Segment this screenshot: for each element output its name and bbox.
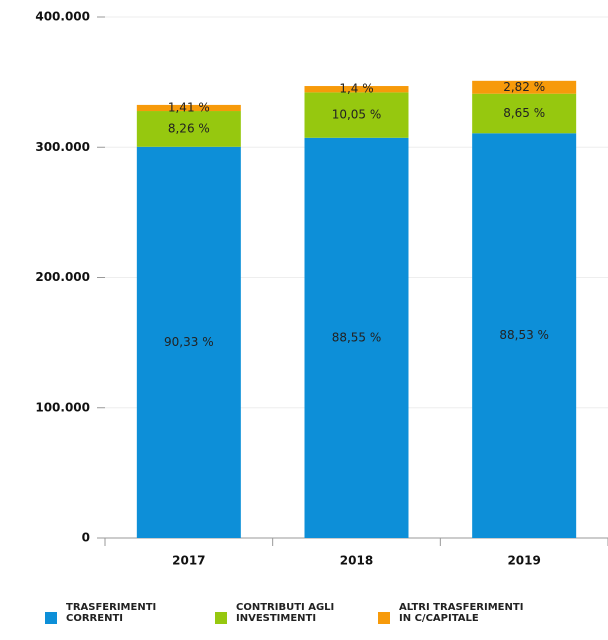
data-label: 10,05 % xyxy=(332,108,382,122)
legend: TRASFERIMENTI CORRENTI CONTRIBUTI AGLI IN… xyxy=(0,602,608,640)
legend-item[interactable]: CONTRIBUTI AGLI INVESTIMENTI xyxy=(215,602,366,624)
legend-label: TRASFERIMENTI CORRENTI xyxy=(66,602,157,624)
y-tick-label: 100.000 xyxy=(35,400,90,414)
y-tick-label: 400.000 xyxy=(35,10,90,24)
bar-segment xyxy=(136,104,241,112)
legend-label: ALTRI TRASFERIMENTI IN C/CAPITALE xyxy=(399,602,524,624)
data-label: 1,4 % xyxy=(339,82,373,96)
legend-item[interactable]: ALTRI TRASFERIMENTI IN C/CAPITALE xyxy=(378,602,529,624)
bar-segment xyxy=(304,92,409,138)
bar-segment xyxy=(472,80,577,94)
x-tick-label: 2019 xyxy=(507,554,540,568)
legend-label: CONTRIBUTI AGLI INVESTIMENTI xyxy=(236,602,335,624)
bar-segment xyxy=(304,137,409,538)
legend-swatch xyxy=(215,612,227,624)
x-tick-label: 2018 xyxy=(340,554,373,568)
y-tick-label: 300.000 xyxy=(35,140,90,154)
data-label: 8,26 % xyxy=(168,121,210,135)
bar-segment xyxy=(136,111,241,147)
data-label: 90,33 % xyxy=(164,335,214,349)
x-tick-label: 2017 xyxy=(172,554,205,568)
data-label: 88,55 % xyxy=(332,330,382,344)
bar-segment xyxy=(472,93,577,134)
data-label: 88,53 % xyxy=(499,328,549,342)
chart: 0 100.000 200.000 300.000 400.000 2017 90,33 %… xyxy=(35,10,608,568)
legend-swatch xyxy=(45,612,57,624)
y-tick-label: 0 xyxy=(82,531,90,545)
legend-swatch xyxy=(378,612,390,624)
data-label: 2,82 % xyxy=(503,80,545,94)
bar-segment xyxy=(472,133,577,538)
y-tick-label: 200.000 xyxy=(35,270,90,284)
bar-segment xyxy=(136,146,241,538)
bar-segment xyxy=(304,86,409,93)
data-label: 1,41 % xyxy=(168,100,210,114)
data-label: 8,65 % xyxy=(503,106,545,120)
legend-item[interactable]: TRASFERIMENTI CORRENTI xyxy=(45,602,196,624)
